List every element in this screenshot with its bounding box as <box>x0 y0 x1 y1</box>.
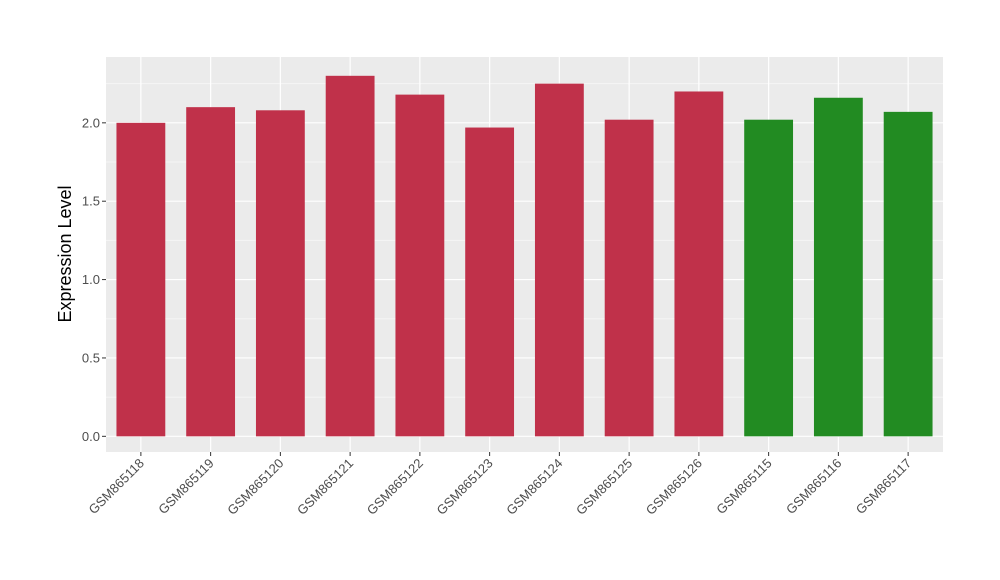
y-tick-label: 1.5 <box>82 194 100 209</box>
bar-GSM865117 <box>883 111 933 437</box>
x-tick-label: GSM865120 <box>224 456 286 518</box>
y-axis-title: Expression Level <box>55 185 75 322</box>
x-tick-label: GSM865116 <box>783 456 845 518</box>
x-tick-label: GSM865119 <box>155 456 217 518</box>
x-tick-label: GSM865123 <box>434 456 496 518</box>
bar-GSM865119 <box>186 107 236 437</box>
y-tick-label: 1.0 <box>82 272 100 287</box>
bar-GSM865125 <box>604 119 654 437</box>
x-tick-label: GSM865115 <box>713 456 775 518</box>
bar-GSM865120 <box>255 110 305 437</box>
x-tick-label: GSM865117 <box>853 456 915 518</box>
x-tick-label: GSM865122 <box>364 456 426 518</box>
bar-GSM865121 <box>325 75 375 437</box>
x-tick-label: GSM865126 <box>643 456 705 518</box>
bar-GSM865115 <box>744 119 794 437</box>
bar-GSM865124 <box>534 83 584 437</box>
y-axis: 0.0 0.5 1.0 1.5 2.0 <box>82 115 106 444</box>
x-tick-label: GSM865125 <box>573 456 635 518</box>
bar-GSM865122 <box>395 94 445 437</box>
y-tick-label: 2.0 <box>82 115 100 130</box>
x-axis: GSM865118 GSM865119 GSM865120 GSM865121 GSM8… <box>85 452 914 518</box>
x-tick-label: GSM865124 <box>503 456 565 518</box>
y-tick-label: 0.5 <box>82 350 100 365</box>
x-tick-label: GSM865121 <box>294 456 356 518</box>
x-tick-label: GSM865118 <box>85 456 147 518</box>
bar-GSM865118 <box>116 122 166 437</box>
bar-GSM865116 <box>813 97 863 437</box>
bars <box>116 75 933 437</box>
y-tick-label: 0.0 <box>82 429 100 444</box>
bar-GSM865123 <box>465 127 515 437</box>
bar-GSM865126 <box>674 91 724 437</box>
